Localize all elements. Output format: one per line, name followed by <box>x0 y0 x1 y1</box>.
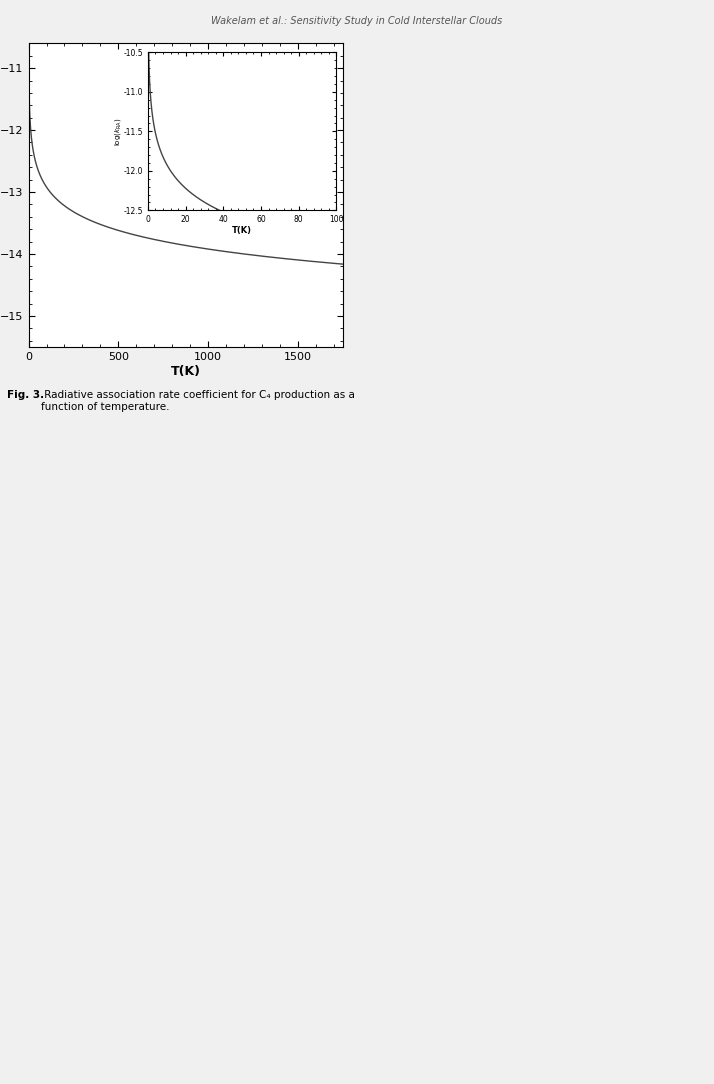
Text: Fig. 3.: Fig. 3. <box>7 390 44 400</box>
Text: Radiative association rate coefficient for C₄ production as a
function of temper: Radiative association rate coefficient f… <box>41 390 356 412</box>
X-axis label: T(K): T(K) <box>171 364 201 377</box>
Text: Wakelam et al.: Sensitivity Study in Cold Interstellar Clouds: Wakelam et al.: Sensitivity Study in Col… <box>211 16 503 26</box>
